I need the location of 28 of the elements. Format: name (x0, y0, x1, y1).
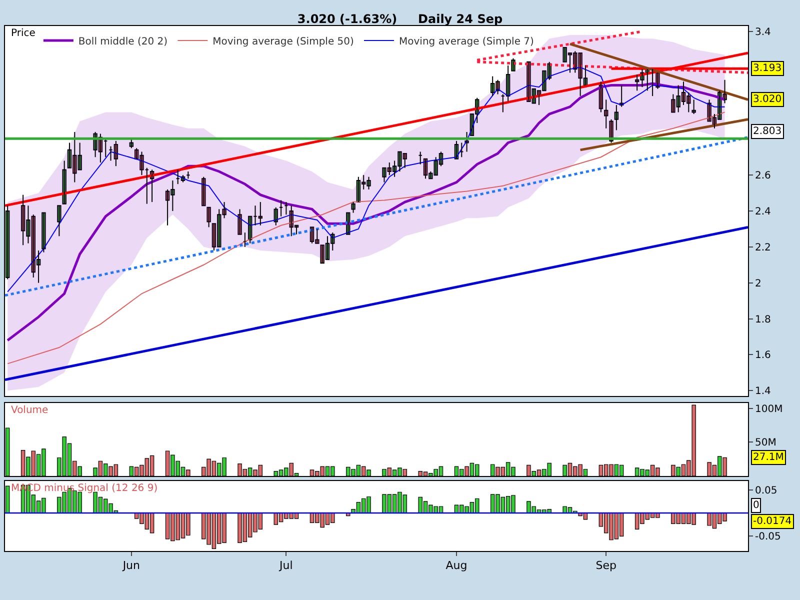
annotation: 3.020 (753, 94, 782, 105)
y-tick-label: 100M (755, 404, 783, 415)
chart-title: 3.020 (-1.63%) Daily 24 Sep (297, 12, 503, 26)
legend-label: Boll middle (20 2) (78, 36, 168, 48)
y-tick-label: 2.2 (755, 242, 771, 254)
y-tick-label: 3.4 (755, 26, 771, 38)
x-tick-label: Jun (122, 559, 140, 572)
x-tick-label: Sep (596, 559, 616, 572)
annotation: 3.193 (753, 63, 782, 74)
legend-label: Moving average (Simple 50) (212, 36, 354, 48)
y-tick-label: 2 (755, 278, 762, 290)
ref-line-label: 2.803 (753, 126, 782, 137)
y-tick-label: -0.05 (755, 532, 781, 543)
y-tick-label: 0.05 (755, 485, 778, 496)
y-tick-label: 2.6 (755, 170, 771, 182)
y-tick-label: 2.4 (755, 206, 771, 218)
legend-label: Moving average (Simple 7) (399, 36, 534, 48)
y-tick-label: 1.6 (755, 350, 771, 362)
y-tick-label: 50M (755, 438, 776, 449)
chart-title: Volume (11, 405, 48, 416)
annotation: 27.1M (753, 452, 784, 463)
y-tick-label: 1.8 (755, 314, 771, 326)
x-tick-label: Jul (278, 559, 293, 572)
y-tick-label: 1.4 (755, 386, 771, 398)
annotation: -0.0174 (753, 516, 792, 527)
annotation: Price (11, 28, 36, 39)
ref-line-label: 0 (753, 500, 760, 511)
x-tick-label: Aug (446, 559, 468, 572)
